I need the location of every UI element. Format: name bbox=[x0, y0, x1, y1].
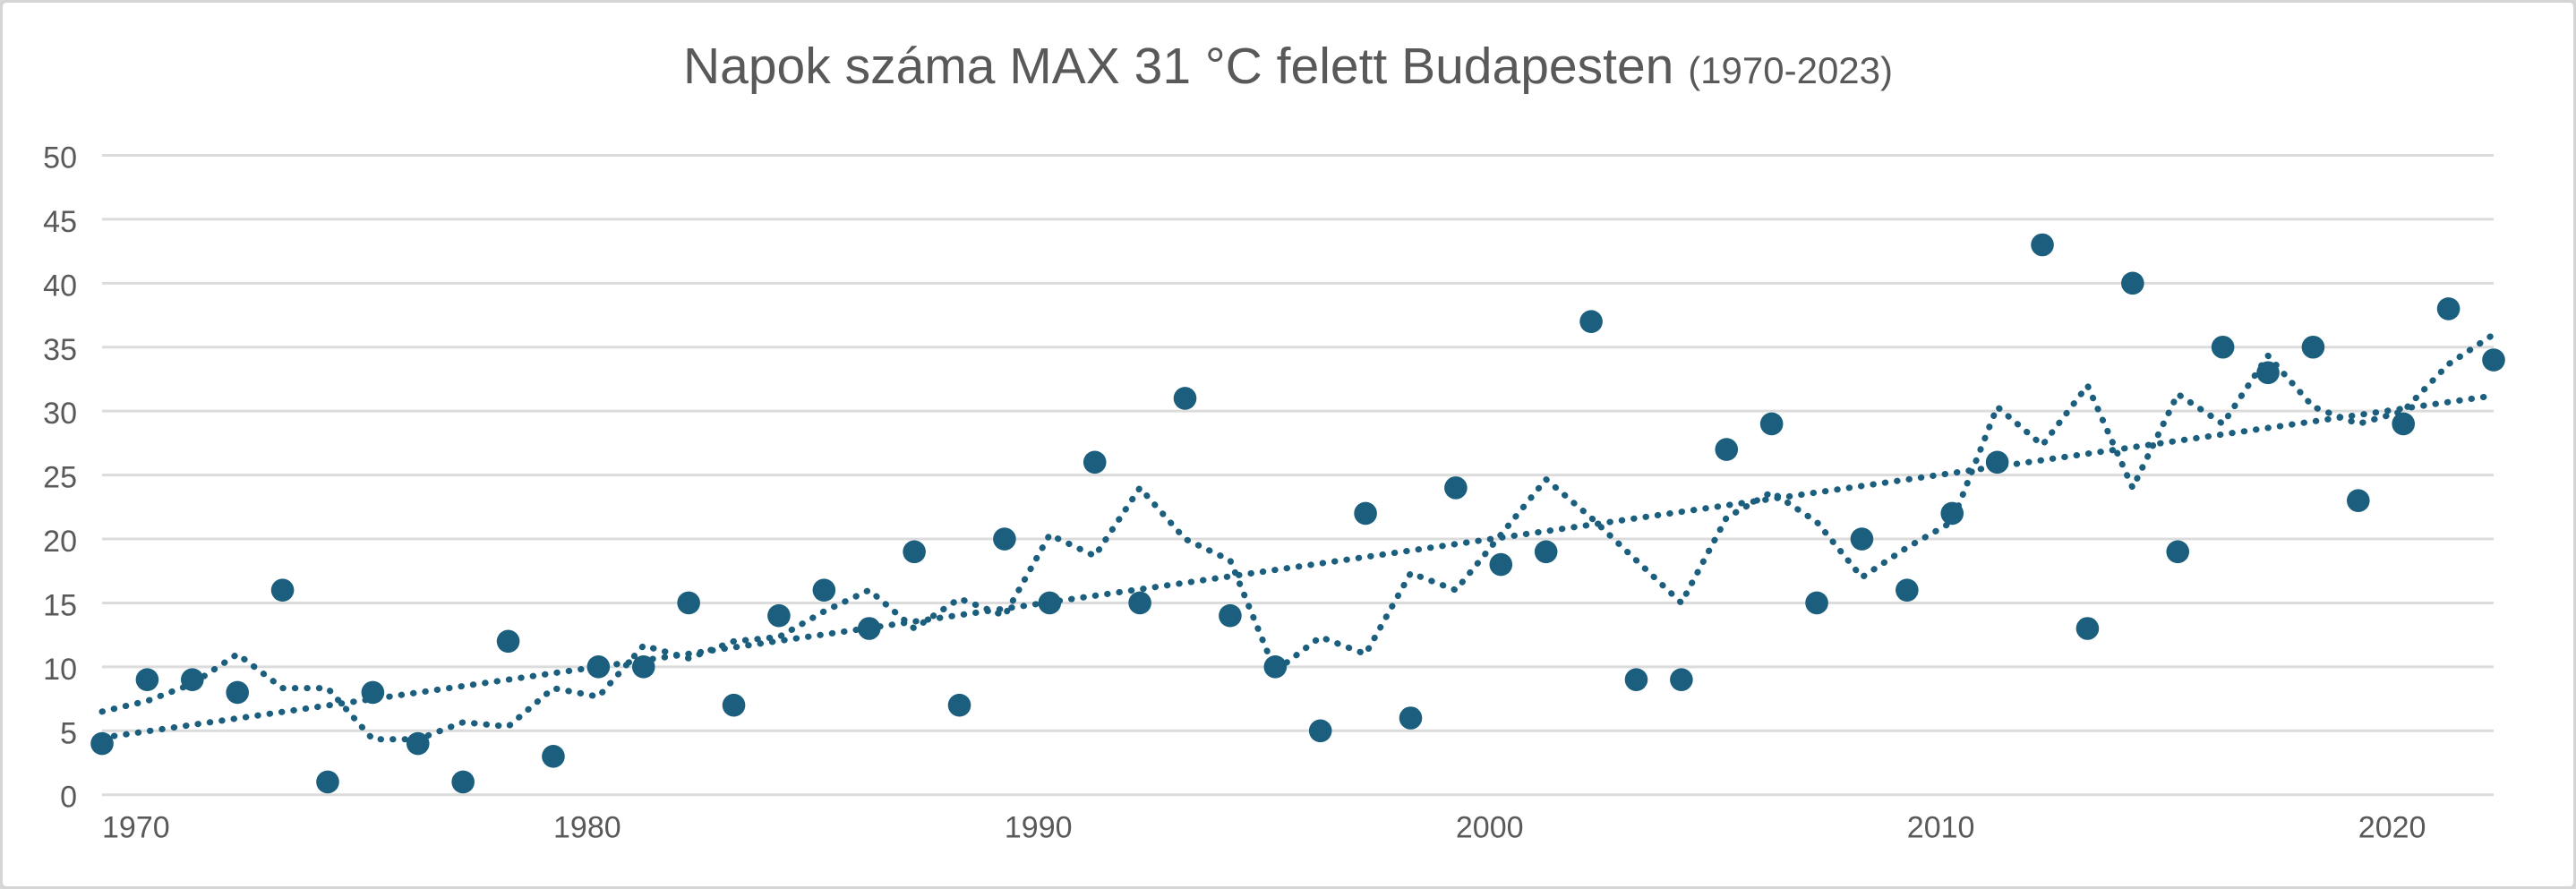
svg-text:30: 30 bbox=[43, 397, 77, 431]
svg-text:50: 50 bbox=[43, 141, 77, 175]
svg-text:1980: 1980 bbox=[553, 810, 621, 844]
svg-text:10: 10 bbox=[43, 653, 77, 687]
svg-text:40: 40 bbox=[43, 269, 77, 303]
svg-text:25: 25 bbox=[43, 460, 77, 494]
svg-text:45: 45 bbox=[43, 205, 77, 239]
svg-text:2010: 2010 bbox=[1907, 810, 1975, 844]
svg-text:1970: 1970 bbox=[102, 810, 170, 844]
svg-text:20: 20 bbox=[43, 525, 77, 559]
svg-text:5: 5 bbox=[60, 716, 77, 750]
svg-text:2020: 2020 bbox=[2358, 810, 2426, 844]
svg-text:1990: 1990 bbox=[1005, 810, 1073, 844]
svg-text:0: 0 bbox=[60, 780, 77, 814]
svg-text:35: 35 bbox=[43, 333, 77, 367]
svg-text:15: 15 bbox=[43, 588, 77, 622]
svg-text:2000: 2000 bbox=[1456, 810, 1524, 844]
